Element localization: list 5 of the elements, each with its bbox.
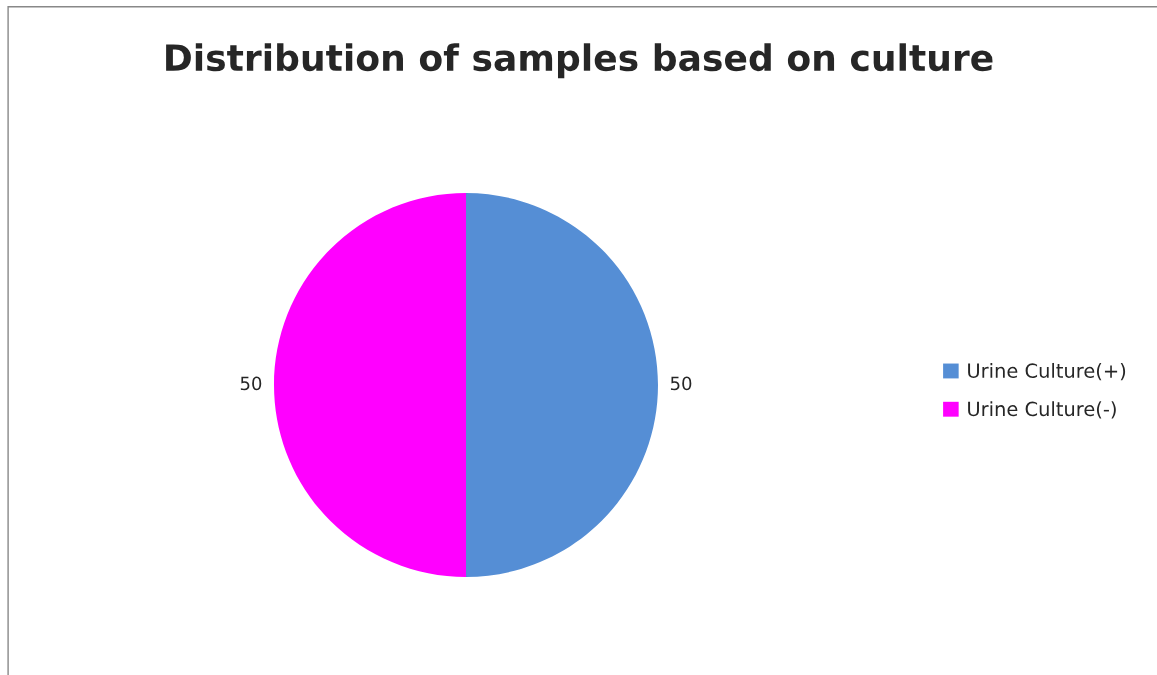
legend-label: Urine Culture(-) xyxy=(968,401,1116,419)
data-label: 50 xyxy=(670,376,692,391)
chart-title: Distribution of samples based on culture xyxy=(166,43,993,79)
data-label: 50 xyxy=(240,376,262,391)
legend-label: Urine Culture(+) xyxy=(968,362,1126,381)
